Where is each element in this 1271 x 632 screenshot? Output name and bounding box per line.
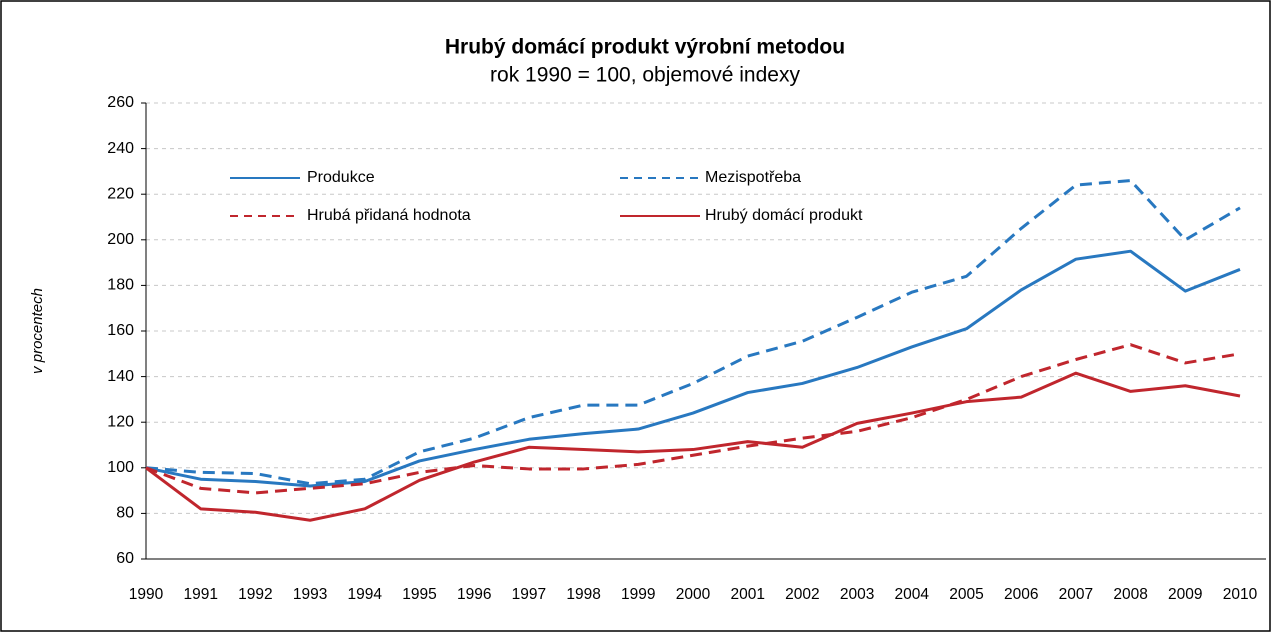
x-tick-label: 1999 [621,586,655,603]
x-tick-label: 1993 [293,586,327,603]
series-line [145,179,1241,486]
series-line [145,249,1241,488]
legend-label: Hrubý domácí produkt [705,207,863,224]
y-tick-label: 260 [107,94,134,111]
x-tick-label: 1995 [402,586,436,603]
x-tick-label: 1998 [566,586,600,603]
series-line [145,371,1241,522]
x-tick-label: 2006 [1004,586,1038,603]
y-tick-label: 200 [107,231,134,248]
legend-label: Hrubá přidaná hodnota [307,207,471,224]
x-tick-label: 1996 [457,586,491,603]
x-tick-label: 2000 [676,586,711,603]
y-tick-label: 100 [107,459,134,476]
legend-label: Produkce [307,169,375,186]
y-tick-label: 240 [107,140,134,157]
y-tick-label: 220 [107,185,134,202]
x-tick-label: 2007 [1059,586,1093,603]
y-tick-label: 180 [107,277,134,294]
x-tick-label: 1991 [183,586,217,603]
x-tick-label: 2002 [785,586,819,603]
x-tick-label: 2008 [1113,586,1147,603]
y-tick-label: 160 [107,322,134,339]
x-tick-label: 1992 [238,586,272,603]
chart-subtitle: rok 1990 = 100, objemové indexy [490,64,800,87]
x-tick-label: 2005 [949,586,983,603]
series-line [145,343,1241,495]
x-tick-label: 2010 [1223,586,1258,603]
y-tick-label: 140 [107,368,134,385]
y-tick-label: 80 [116,505,134,522]
x-tick-label: 1994 [348,586,383,603]
y-axis-label: v procentech [29,288,46,374]
x-tick-label: 2001 [730,586,764,603]
x-tick-label: 2009 [1168,586,1202,603]
chart-title: Hrubý domácí produkt výrobní metodou [445,36,845,59]
y-tick-label: 60 [116,550,134,567]
x-tick-label: 2004 [895,586,930,603]
x-tick-label: 2003 [840,586,874,603]
legend-label: Mezispotřeba [705,169,801,186]
y-tick-label: 120 [107,413,134,430]
x-tick-label: 1990 [129,586,164,603]
x-tick-label: 1997 [512,586,546,603]
